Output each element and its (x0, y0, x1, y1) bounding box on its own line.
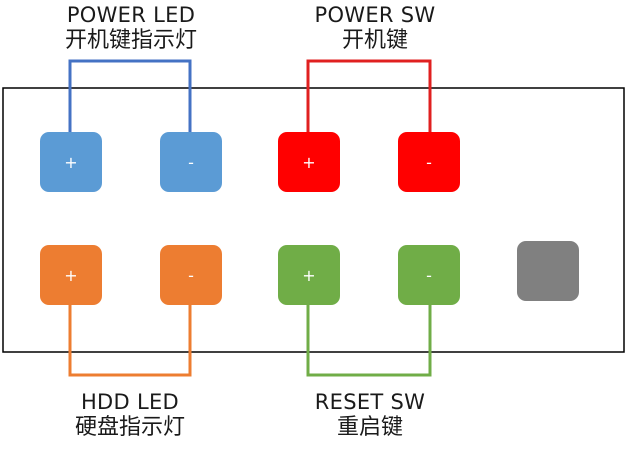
pin-power-led-minus-body (160, 132, 222, 192)
pin-power-sw-minus: - (398, 132, 460, 192)
pin-reset-sw-minus: - (398, 245, 460, 305)
label-power-led-en: POWER LED (66, 3, 196, 27)
pin-hdd-led-plus-sign: + (64, 266, 77, 285)
pin-power-led-plus: + (40, 132, 102, 192)
pin-hdd-led-minus-body (160, 245, 222, 305)
label-power-led: POWER LED 开机键指示灯 (21, 5, 241, 52)
label-hdd-led: HDD LED 硬盘指示灯 (20, 392, 240, 439)
pin-hdd-led-plus: + (40, 245, 102, 305)
label-power-sw-en: POWER SW (314, 3, 436, 27)
pin-reset-sw-plus: + (278, 245, 340, 305)
pin-reset-sw-minus-body (398, 245, 460, 305)
pin-header-outline (2, 87, 625, 353)
pin-hdd-led-minus-sign: - (188, 266, 194, 285)
pin-power-led-minus: - (160, 132, 222, 192)
label-reset-sw-zh: 重启键 (336, 415, 403, 440)
pin-reset-sw-plus-sign: + (302, 266, 315, 285)
pin-power-sw-plus-sign: + (302, 153, 315, 172)
label-hdd-led-en: HDD LED (80, 390, 180, 414)
pin-power-sw-minus-sign: - (426, 153, 432, 172)
pin-hdd-led-minus: - (160, 245, 222, 305)
pin-reset-sw-minus-sign: - (426, 266, 432, 285)
wire-power-led (68, 59, 192, 132)
wire-reset-sw (306, 305, 432, 377)
pin-power-sw-minus-body (398, 132, 460, 192)
pin-power-led-minus-sign: - (188, 153, 194, 172)
label-hdd-led-zh: 硬盘指示灯 (74, 415, 185, 440)
pin-power-led-plus-sign: + (64, 153, 77, 172)
label-reset-sw-en: RESET SW (314, 390, 426, 414)
pin-power-sw-plus: + (278, 132, 340, 192)
pin-power-sw-plus-body (278, 132, 340, 192)
label-power-sw-zh: 开机键 (341, 28, 408, 53)
label-power-sw: POWER SW 开机键 (265, 5, 485, 52)
label-power-led-zh: 开机键指示灯 (64, 28, 197, 53)
pin-unused (517, 241, 579, 301)
label-reset-sw: RESET SW 重启键 (260, 392, 480, 439)
pin-power-led-plus-body (40, 132, 102, 192)
wire-power-sw (306, 59, 432, 132)
pin-reset-sw-plus-body (278, 245, 340, 305)
pin-hdd-led-plus-body (40, 245, 102, 305)
wire-hdd-led (68, 305, 192, 377)
